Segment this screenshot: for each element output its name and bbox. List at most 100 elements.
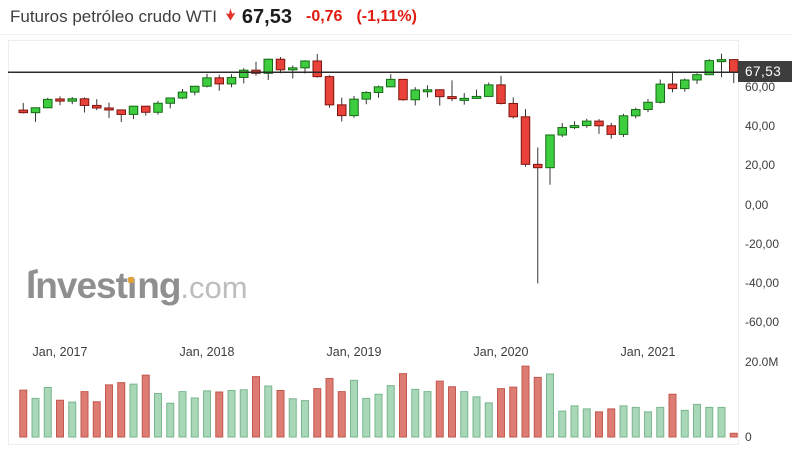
candle-body <box>116 109 126 115</box>
volume-bar <box>595 411 603 438</box>
candle-body <box>275 58 286 71</box>
price-axis-label: 0,00 <box>745 198 769 212</box>
candle-body <box>190 85 200 93</box>
volume-bar <box>141 374 150 438</box>
volume-bar <box>252 376 260 438</box>
volume-bar <box>656 406 665 438</box>
candle-body <box>324 76 335 106</box>
candle-body <box>704 60 714 76</box>
volume-bar <box>276 390 285 438</box>
volume-bar <box>374 393 383 438</box>
candle-body <box>557 127 567 136</box>
volume-bar <box>92 401 101 438</box>
candle-body <box>422 89 433 93</box>
instrument-title: Futuros petróleo crudo WTI <box>10 7 217 26</box>
volume-bar <box>631 406 640 438</box>
candle-body <box>226 76 237 85</box>
price-axis-label: 20,00 <box>745 158 776 172</box>
candle-body <box>202 77 212 87</box>
instrument-header: Futuros petróleo crudo WTI 67,53 -0,76 (… <box>0 0 792 35</box>
logo-gold-dot <box>127 276 135 284</box>
candle-body <box>680 79 690 90</box>
candle-body <box>471 95 482 99</box>
candle-body <box>545 134 555 169</box>
volume-bar <box>705 406 714 438</box>
volume-bar <box>435 380 444 438</box>
candle-body <box>606 125 616 135</box>
candle-body <box>520 116 531 165</box>
price-axis-label: -60,00 <box>745 315 780 329</box>
candle-body <box>79 98 90 106</box>
price-change: -0,76 <box>305 8 343 25</box>
volume-bar <box>105 384 113 438</box>
candle-body <box>435 89 445 98</box>
volume-bar <box>203 390 211 438</box>
candle-body <box>312 60 322 78</box>
candle-body <box>43 98 53 109</box>
candle-body <box>337 104 347 117</box>
volume-bar <box>546 373 554 438</box>
volume-bar <box>729 432 738 438</box>
volume-bar <box>166 402 175 438</box>
price-axis-label: 60,00 <box>745 80 776 94</box>
candle-body <box>288 67 298 71</box>
volume-bar <box>607 408 616 438</box>
logo-text-part1: Invest <box>26 265 128 306</box>
candle-body <box>263 58 273 74</box>
volume-bar <box>227 390 236 438</box>
candle-body <box>373 86 384 93</box>
volume-bar <box>533 376 542 438</box>
price-down-arrow-icon <box>225 8 236 26</box>
volume-bar <box>264 385 273 438</box>
candle-body <box>667 83 678 90</box>
volume-bar <box>644 411 652 438</box>
volume-bar <box>56 399 64 438</box>
x-axis-label: Jan, 2017 <box>33 345 88 359</box>
price-volume-chart[interactable]: Jan, 2017 Jan, 2018 Jan, 2019 Jan, 2020 Jan,… <box>8 40 739 445</box>
candle-body <box>67 98 77 102</box>
volume-bar <box>717 406 726 438</box>
volume-bar <box>178 391 187 438</box>
x-axis-label: Jan, 2020 <box>474 345 529 359</box>
volume-bar <box>337 391 346 438</box>
volume-bar <box>350 379 358 438</box>
price-change-percent: (-1,11%) <box>356 8 417 25</box>
volume-bar <box>129 383 138 438</box>
volume-bar <box>386 385 395 438</box>
volume-axis-label: 0 <box>745 430 752 444</box>
price-axis-label: -20,00 <box>745 237 780 251</box>
candle-body <box>153 102 163 113</box>
volume-bar <box>362 397 371 438</box>
candle-body <box>177 91 188 99</box>
volume-bar <box>288 398 297 438</box>
current-price-badge: 67,53 <box>738 61 792 82</box>
candle-body <box>349 98 359 117</box>
volume-layer <box>19 365 738 438</box>
x-axis-labels-layer: Jan, 2017 Jan, 2018 Jan, 2019 Jan, 2020 Jan,… <box>33 345 676 359</box>
volume-bar <box>43 387 52 438</box>
candle-body <box>631 109 641 117</box>
candle-body <box>165 97 175 104</box>
volume-bar <box>693 403 701 438</box>
volume-bar <box>570 405 579 438</box>
volume-bar <box>31 397 40 438</box>
logo-text-com: .com <box>180 270 248 305</box>
candle-body <box>729 59 739 73</box>
volume-bar <box>239 389 248 438</box>
candle-body <box>569 125 580 129</box>
candle-body <box>447 96 457 100</box>
volume-bar <box>484 402 493 438</box>
candle-body <box>496 84 506 104</box>
volume-bar <box>215 391 224 438</box>
candle-body <box>594 120 604 127</box>
candle-body <box>618 115 629 135</box>
volume-bar <box>19 389 28 438</box>
volume-bar <box>80 391 89 438</box>
price-axis-label: 40,00 <box>745 119 776 133</box>
volume-bar <box>668 393 677 438</box>
candle-body <box>104 107 114 111</box>
investing-logo: Investı ng.com <box>26 266 248 314</box>
volume-bar <box>460 391 469 438</box>
volume-bar <box>399 373 407 438</box>
volume-bar <box>411 388 420 438</box>
